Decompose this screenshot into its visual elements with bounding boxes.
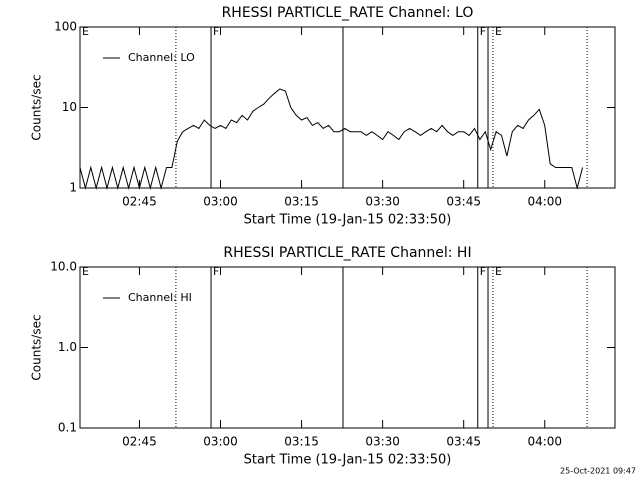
event-flag: E [82,25,89,38]
event-flag: E [495,265,502,278]
y-tick-label: 10.0 [50,260,77,274]
event-flag: F [213,265,219,278]
x-axis-label: Start Time (19-Jan-15 02:33:50) [244,453,452,468]
x-tick-label: 03:45 [446,195,481,209]
x-tick-label: 03:15 [284,435,319,449]
x-tick-label: 04:00 [527,195,562,209]
legend-label: Channel: LO [128,51,195,64]
y-tick-label: 10 [62,100,77,114]
x-tick-label: 03:30 [365,195,400,209]
x-tick-label: 04:00 [527,435,562,449]
y-tick-label: 1 [69,181,77,195]
chart-title: RHESSI PARTICLE_RATE Channel: LO [222,5,474,21]
x-tick-label: 03:30 [365,435,400,449]
x-tick-label: 02:45 [122,435,157,449]
x-tick-label: 02:45 [122,195,157,209]
y-tick-label: 0.1 [58,421,77,435]
event-flag: F [480,25,486,38]
x-tick-label: 03:15 [284,195,319,209]
chart-title: RHESSI PARTICLE_RATE Channel: HI [223,245,471,261]
x-tick-label: 03:00 [203,195,238,209]
legend-label: Channel: HI [128,291,192,304]
footer: 25-Oct-2021 09:47 [560,467,636,476]
event-flag: E [495,25,502,38]
y-axis-label: Counts/sec [30,314,44,380]
x-tick-label: 03:45 [446,435,481,449]
event-flag: F [480,265,486,278]
x-axis-label: Start Time (19-Jan-15 02:33:50) [244,213,452,228]
y-tick-label: 1.0 [58,340,77,354]
event-flag: E [82,265,89,278]
event-flag: F [213,25,219,38]
data-line [79,88,584,190]
y-tick-label: 100 [54,20,77,34]
x-tick-label: 03:00 [203,435,238,449]
y-axis-label: Counts/sec [30,74,44,140]
